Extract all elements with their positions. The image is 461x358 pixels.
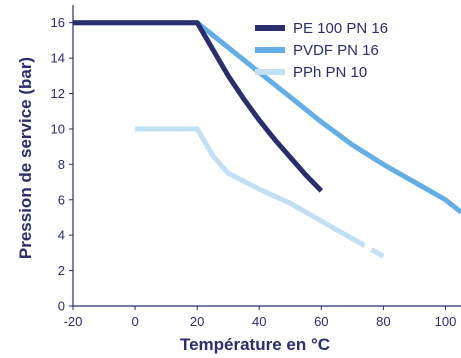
y-tick-label: 10 <box>51 121 65 136</box>
series-line-pe-100-pn-16 <box>73 20 324 193</box>
legend-label: PPh PN 10 <box>293 64 367 81</box>
x-tick-label: 0 <box>131 314 138 329</box>
x-tick-label: 60 <box>314 314 328 329</box>
y-tick-label: 2 <box>58 263 65 278</box>
x-tick-label: -20 <box>64 314 83 329</box>
series-dashed-extension <box>351 236 385 259</box>
y-tick-label: 4 <box>58 228 65 243</box>
legend: PE 100 PN 16 PVDF PN 16 PPh PN 10 <box>255 20 388 81</box>
y-tick-label: 8 <box>58 157 65 172</box>
x-tick-label: 20 <box>190 314 204 329</box>
x-axis-title: Température en °C <box>180 335 330 354</box>
y-tick-label: 6 <box>58 192 65 207</box>
series-layer <box>73 20 461 259</box>
legend-label: PE 100 PN 16 <box>293 20 388 37</box>
axes <box>72 5 461 307</box>
x-tick-label: 100 <box>435 314 457 329</box>
x-tick-label: 40 <box>252 314 266 329</box>
y-tick-label: 0 <box>58 299 65 314</box>
x-tick-label: 80 <box>376 314 390 329</box>
series-line-pph-pn-10 <box>135 126 354 241</box>
y-tick-label: 14 <box>51 51 65 66</box>
legend-label: PVDF PN 16 <box>293 42 379 59</box>
y-axis-title: Pression de service (bar) <box>16 57 35 259</box>
y-tick-label: 12 <box>51 86 65 101</box>
series-line-pvdf-pn-16 <box>73 20 461 215</box>
y-tick-label: 16 <box>51 15 65 30</box>
